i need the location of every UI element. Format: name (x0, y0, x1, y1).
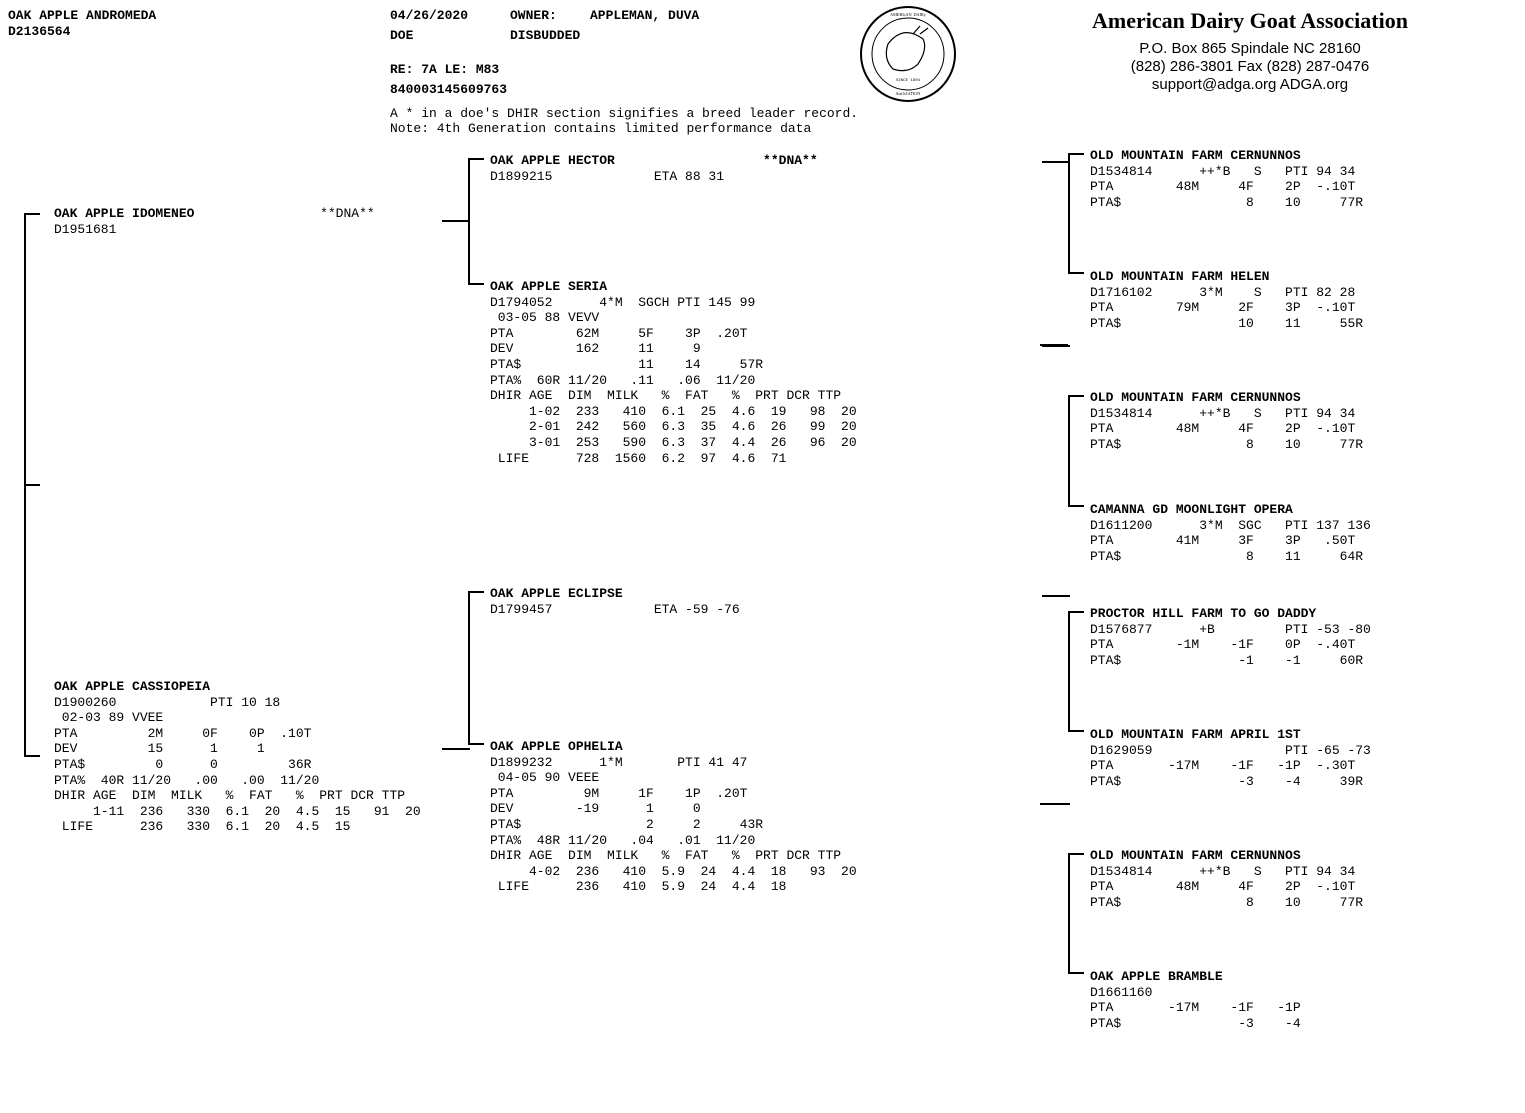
gen2-bracket (24, 213, 26, 757)
gen4-b: OLD MOUNTAIN FARM HELEN D1716102 3*M S P… (1090, 269, 1363, 331)
animal-name: OAK APPLE ANDROMEDA (8, 8, 156, 24)
gen2-sire-id: D1951681 (54, 222, 375, 238)
gen3-s-bracket (468, 158, 470, 285)
svg-text:ᴬᴹᴱᴿᴵᶜᴬᴺ ᴰᴬᴵᴿʸ: ᴬᴹᴱᴿᴵᶜᴬᴺ ᴰᴬᴵᴿʸ (890, 12, 927, 20)
org-contact: support@adga.org ADGA.org (1000, 76, 1500, 94)
gen2-sire-dna: **DNA** (320, 206, 375, 221)
svg-text:SINCE 1904: SINCE 1904 (896, 79, 921, 83)
gen3-d-bracket (468, 591, 470, 745)
gen4-e: PROCTOR HILL FARM TO GO DADDY D1576877 +… (1090, 606, 1371, 668)
owner-label: OWNER: (510, 8, 557, 24)
gen2-dam: OAK APPLE CASSIOPEIA D1900260 PTI 10 18 … (54, 679, 421, 835)
gen4-ss-bracket (1068, 153, 1070, 274)
gen4-dd-tick (1040, 803, 1068, 805)
gen2-sire: OAK APPLE IDOMENEO **DNA** D1951681 (54, 206, 375, 237)
note-line-1: A * in a doe's DHIR section signifies a … (390, 106, 858, 122)
owner-value: APPLEMAN, DUVA (590, 8, 699, 24)
animal-id: D2136564 (8, 24, 70, 40)
note-line-2: Note: 4th Generation contains limited pe… (390, 121, 811, 137)
gen4-sd-tick (1040, 344, 1068, 346)
re-le-line: RE: 7A LE: M83 (390, 62, 499, 78)
org-addr: P.O. Box 865 Spindale NC 28160 (1000, 40, 1500, 58)
gen3-dd: OAK APPLE OPHELIA D1899232 1*M PTI 41 47… (490, 739, 857, 895)
horn-status: DISBUDDED (510, 28, 580, 44)
gen2-sire-name: OAK APPLE IDOMENEO (54, 206, 194, 221)
gen4-a: OLD MOUNTAIN FARM CERNUNNOS D1534814 ++*… (1090, 148, 1363, 210)
gen3-ss: OAK APPLE HECTOR **DNA** D1899215 ETA 88… (490, 153, 818, 184)
adga-logo: ᴬᴹᴱᴿᴵᶜᴬᴺ ᴰᴬᴵᴿʸ ᴬˢˢᴼᶜᴵᴬᵀᴵᴼᴺ SINCE 1904 (858, 4, 958, 104)
sex: DOE (390, 28, 413, 44)
org-name: American Dairy Goat Association (1000, 8, 1500, 34)
tag-line: 840003145609763 (390, 82, 507, 98)
gen4-d: CAMANNA GD MOONLIGHT OPERA D1611200 3*M … (1090, 502, 1371, 564)
org-phone: (828) 286-3801 Fax (828) 287-0476 (1000, 58, 1500, 76)
gen4-f: OLD MOUNTAIN FARM APRIL 1ST D1629059 PTI… (1090, 727, 1371, 789)
gen4-dd-bracket (1068, 853, 1070, 974)
gen4-c: OLD MOUNTAIN FARM CERNUNNOS D1534814 ++*… (1090, 390, 1363, 452)
gen4-ds-bracket (1068, 611, 1070, 732)
gen4-h: OAK APPLE BRAMBLE D1661160 PTA -17M -1F … (1090, 969, 1301, 1031)
gen3-sd: OAK APPLE SERIA D1794052 4*M SGCH PTI 14… (490, 279, 857, 466)
date: 04/26/2020 (390, 8, 468, 24)
gen3-ds: OAK APPLE ECLIPSE D1799457 ETA -59 -76 (490, 586, 740, 617)
svg-text:ᴬˢˢᴼᶜᴵᴬᵀᴵᴼᴺ: ᴬˢˢᴼᶜᴵᴬᵀᴵᴼᴺ (895, 91, 921, 99)
gen4-sd-bracket (1068, 395, 1070, 507)
gen4-g: OLD MOUNTAIN FARM CERNUNNOS D1534814 ++*… (1090, 848, 1363, 910)
